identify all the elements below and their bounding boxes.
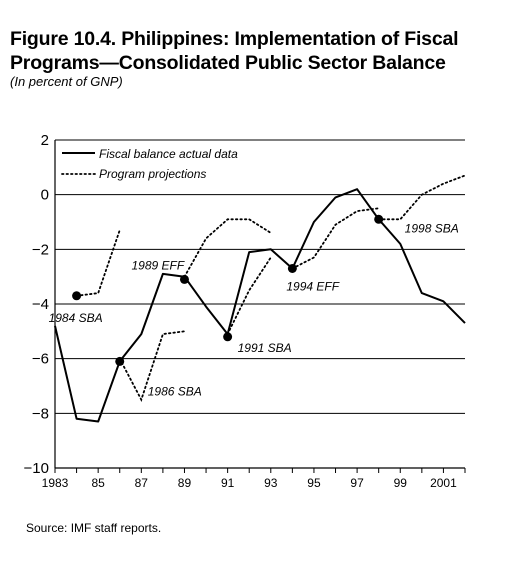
series-projection-line [377, 174, 466, 221]
y-tick-label: −8 [32, 405, 49, 422]
legend-label-actual: Fiscal balance actual data [99, 147, 238, 161]
y-tick-label: −2 [32, 241, 49, 258]
source-note: Source: IMF staff reports. [26, 521, 162, 535]
program-marker [179, 274, 189, 284]
series-projection-line [183, 218, 272, 278]
x-tick-label: 93 [264, 476, 278, 490]
series-projection-line [226, 256, 272, 336]
y-tick-label: −6 [32, 351, 49, 368]
series-lines [54, 174, 466, 423]
program-label: 1991 SBA [238, 341, 292, 355]
x-tick-label: 85 [91, 476, 105, 490]
series-projection-line [291, 207, 380, 270]
x-tick-label: 2001 [430, 476, 457, 490]
program-marker [115, 356, 125, 366]
program-label: 1986 SBA [148, 384, 202, 398]
series-projection-line [118, 330, 186, 402]
program-label: 1989 EFF [131, 258, 184, 272]
program-label: 1984 SBA [49, 311, 103, 325]
chart-subtitle: (In percent of GNP) [10, 74, 123, 89]
y-tick-label: −10 [24, 460, 49, 477]
legend-label-projection: Program projections [99, 167, 206, 181]
y-tick-label: 2 [41, 132, 49, 149]
program-markers: 1984 SBA 1986 SBA 1989 EFF 1991 SBA 1994 EFF… [49, 214, 459, 398]
series-projection-line [75, 229, 121, 297]
gridlines [55, 139, 465, 414]
x-tick-label: 87 [135, 476, 149, 490]
program-marker [287, 263, 297, 273]
series-actual-line [54, 188, 466, 423]
x-tick-label: 1983 [42, 476, 69, 490]
x-tick-label: 97 [350, 476, 364, 490]
legend: Fiscal balance actual data Program projec… [61, 147, 238, 181]
y-tick-label: −4 [32, 296, 49, 313]
program-label: 1994 EFF [286, 279, 339, 293]
x-tick-label: 99 [394, 476, 408, 490]
program-label: 1998 SBA [405, 221, 459, 235]
program-marker [72, 291, 82, 301]
chart-title: Figure 10.4. Philippines: Implementation… [10, 28, 459, 74]
program-marker [374, 214, 384, 224]
x-tick-label: 95 [307, 476, 321, 490]
x-tick-label: 89 [178, 476, 192, 490]
x-tick-label: 91 [221, 476, 235, 490]
program-marker [223, 332, 233, 342]
y-tick-label: 0 [41, 187, 49, 204]
